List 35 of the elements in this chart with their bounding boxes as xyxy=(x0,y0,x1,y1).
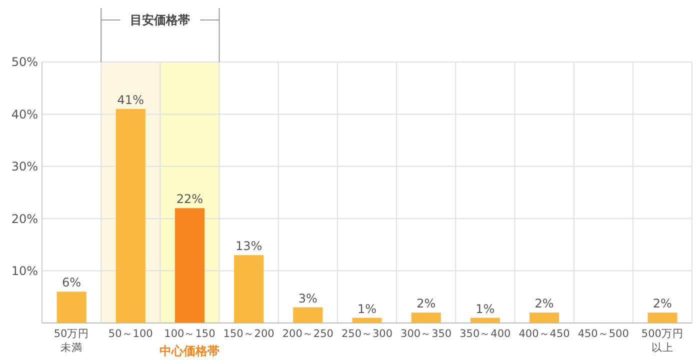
data-label: 1% xyxy=(476,302,495,316)
x-tick-label: 250～300 xyxy=(341,328,393,340)
bar xyxy=(411,312,441,323)
band-label: 中心価格帯 xyxy=(160,344,220,358)
bar xyxy=(56,292,86,323)
data-label: 2% xyxy=(534,296,554,311)
y-tick-label: 40% xyxy=(11,107,38,122)
bar xyxy=(234,255,264,323)
data-label: 41% xyxy=(117,92,144,107)
x-tick-label: 200～250 xyxy=(282,328,334,340)
bar xyxy=(530,312,560,323)
x-tick-label: 350～400 xyxy=(460,328,511,340)
bar xyxy=(648,312,678,323)
y-tick-label: 50% xyxy=(11,55,38,70)
x-tick-label: 150～200 xyxy=(223,328,274,340)
x-tick-label: 300～350 xyxy=(400,328,452,340)
bar xyxy=(293,307,323,323)
x-tick-label: 100～150 xyxy=(164,328,216,340)
data-label: 22% xyxy=(176,192,204,206)
data-label: 2% xyxy=(652,296,672,311)
x-tick-label: 50～100 xyxy=(108,328,153,340)
data-label: 6% xyxy=(62,276,82,290)
x-tick-label: 450～500 xyxy=(578,328,629,340)
x-tick-label: 500万円以上 xyxy=(641,328,684,354)
band-label: 目安価格帯 xyxy=(130,13,190,28)
x-tick-label: 400～450 xyxy=(518,328,570,340)
bar xyxy=(174,208,204,323)
y-tick-label: 10% xyxy=(11,264,38,278)
x-tick-label: 50万円未満 xyxy=(54,328,90,354)
data-label: 3% xyxy=(298,291,318,306)
data-label: 1% xyxy=(357,302,377,316)
y-tick-label: 20% xyxy=(11,212,38,226)
data-label: 2% xyxy=(416,296,436,311)
y-tick-label: 30% xyxy=(11,160,38,174)
data-label: 13% xyxy=(235,239,262,254)
